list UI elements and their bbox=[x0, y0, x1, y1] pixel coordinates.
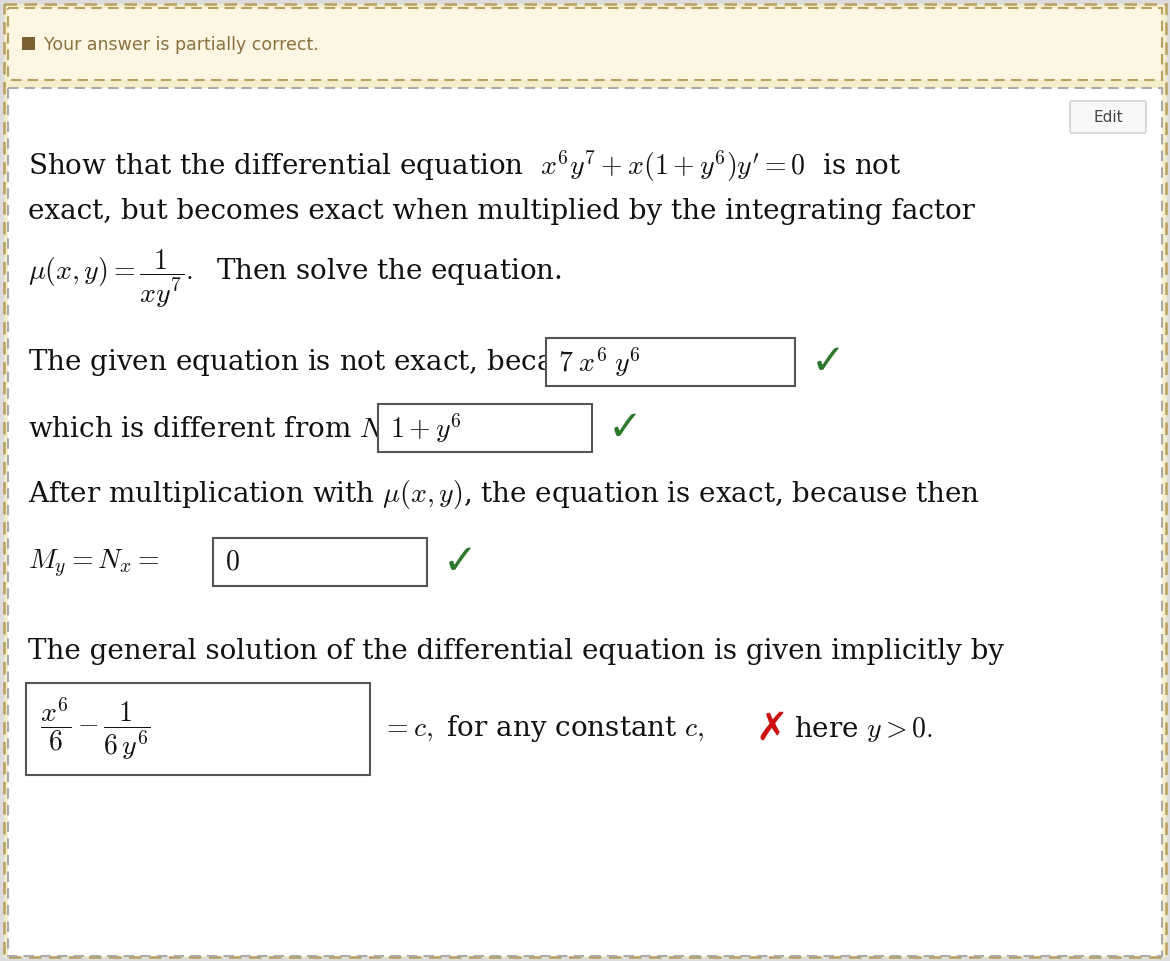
FancyBboxPatch shape bbox=[8, 88, 1162, 956]
Text: here $y > 0.$: here $y > 0.$ bbox=[794, 714, 932, 744]
FancyBboxPatch shape bbox=[26, 683, 370, 775]
FancyBboxPatch shape bbox=[4, 4, 1166, 957]
Text: ✓: ✓ bbox=[608, 407, 642, 449]
Text: $= c,$ for any constant $c,$: $= c,$ for any constant $c,$ bbox=[381, 713, 704, 745]
Text: $1 + y^6$: $1 + y^6$ bbox=[390, 411, 461, 445]
Text: which is different from $N_x =$: which is different from $N_x =$ bbox=[28, 414, 421, 444]
Text: $\dfrac{x^6}{6} - \dfrac{1}{6\,y^6}$: $\dfrac{x^6}{6} - \dfrac{1}{6\,y^6}$ bbox=[40, 696, 151, 762]
Text: ✗: ✗ bbox=[756, 710, 789, 748]
Text: The general solution of the differential equation is given implicitly by: The general solution of the differential… bbox=[28, 638, 1004, 665]
Text: exact, but becomes exact when multiplied by the integrating factor: exact, but becomes exact when multiplied… bbox=[28, 198, 975, 225]
Text: $\mu(x, y) = \dfrac{1}{xy^7}.$  Then solve the equation.: $\mu(x, y) = \dfrac{1}{xy^7}.$ Then solv… bbox=[28, 248, 562, 310]
Text: Your answer is partially correct.: Your answer is partially correct. bbox=[44, 36, 318, 54]
FancyBboxPatch shape bbox=[213, 538, 427, 586]
Text: $7\;x^6\;y^6$: $7\;x^6\;y^6$ bbox=[558, 345, 641, 379]
Text: ✓: ✓ bbox=[811, 341, 846, 383]
Text: Edit: Edit bbox=[1093, 111, 1123, 126]
FancyBboxPatch shape bbox=[22, 37, 35, 50]
FancyBboxPatch shape bbox=[378, 404, 592, 452]
Text: Show that the differential equation  $x^6y^7 + x(1 + y^6)y' = 0$  is not: Show that the differential equation $x^6… bbox=[28, 148, 902, 184]
Text: After multiplication with $\mu(x, y)$, the equation is exact, because then: After multiplication with $\mu(x, y)$, t… bbox=[28, 478, 980, 511]
FancyBboxPatch shape bbox=[1071, 101, 1145, 133]
Text: $0$: $0$ bbox=[225, 549, 240, 576]
Text: The given equation is not exact, because $M_y =$: The given equation is not exact, because… bbox=[28, 348, 675, 382]
FancyBboxPatch shape bbox=[546, 338, 794, 386]
Text: ✓: ✓ bbox=[443, 541, 477, 583]
FancyBboxPatch shape bbox=[8, 8, 1162, 80]
Text: $M_y = N_x =$: $M_y = N_x =$ bbox=[28, 548, 159, 580]
